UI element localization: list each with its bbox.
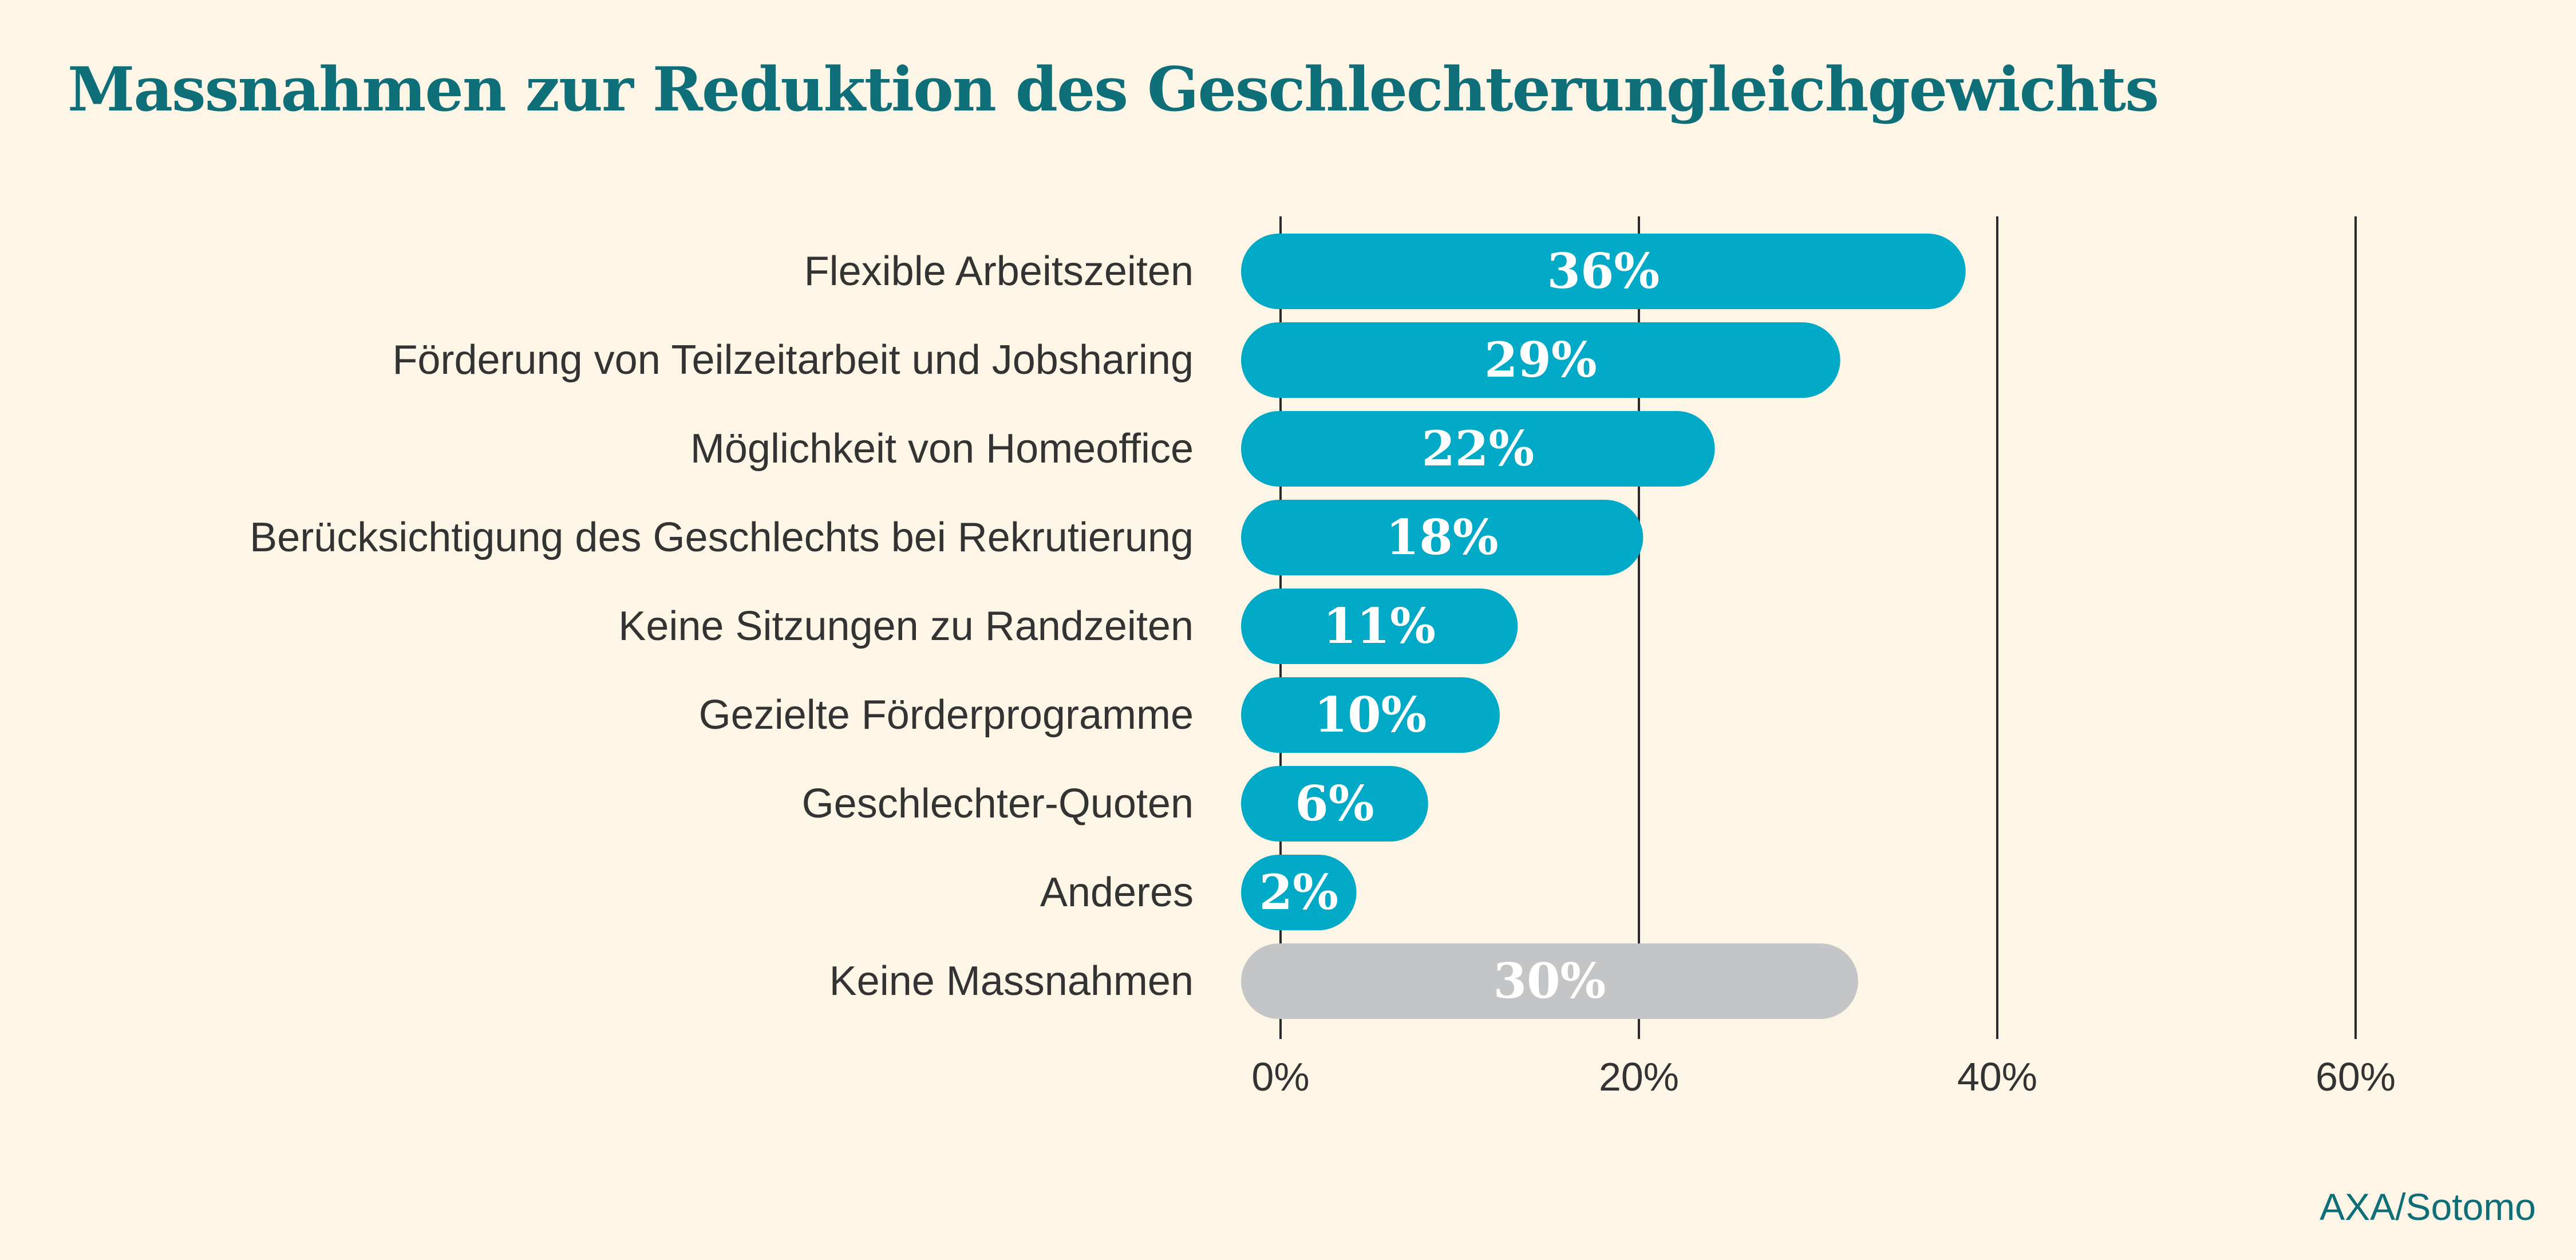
category-labels: Flexible Arbeitszeiten Förderung von Teil…: [250, 248, 1194, 1004]
bar-value-label: 29%: [1484, 331, 1597, 388]
x-tick-label: 60%: [2316, 1054, 2396, 1099]
x-tick-label: 0%: [1251, 1054, 1309, 1099]
bar: [1241, 411, 1715, 487]
x-tick-label: 20%: [1599, 1054, 1679, 1099]
bar-value-label: 22%: [1421, 420, 1534, 477]
x-tick-label: 40%: [1957, 1054, 2037, 1099]
source-credit: AXA/Sotomo: [2320, 1186, 2536, 1228]
bar-value-label: 2%: [1259, 864, 1338, 921]
bar-value-label: 36%: [1547, 243, 1660, 299]
bar: [1241, 500, 1643, 575]
bar: [1241, 234, 1966, 309]
bar-value-label: 10%: [1314, 686, 1427, 743]
category-label: Geschlechter-Quoten: [802, 781, 1194, 827]
category-label: Förderung von Teilzeitarbeit und Jobshar…: [392, 337, 1194, 383]
category-label: Berücksichtigung des Geschlechts bei Rek…: [250, 515, 1194, 560]
category-label: Gezielte Förderprogramme: [699, 692, 1194, 738]
category-label: Anderes: [1040, 870, 1194, 915]
category-label: Flexible Arbeitszeiten: [804, 248, 1194, 294]
bar: [1241, 766, 1428, 842]
category-label: Möglichkeit von Homeoffice: [690, 426, 1194, 472]
chart-title: Massnahmen zur Reduktion des Geschlechte…: [68, 53, 2159, 125]
category-label: Keine Massnahmen: [829, 958, 1194, 1004]
category-label: Keine Sitzungen zu Randzeiten: [618, 603, 1194, 649]
bar: [1241, 322, 1840, 398]
bar: [1241, 588, 1518, 664]
bar-value-label: 6%: [1295, 775, 1374, 832]
bars: 36% 29% 22% 18% 11% 10% 6% 2% 30%: [1241, 234, 1966, 1019]
bar: [1241, 677, 1500, 753]
bar: [1241, 855, 1357, 930]
x-axis-ticks: 0% 20% 40% 60%: [1251, 1054, 2396, 1099]
bar: [1241, 943, 1858, 1019]
bar-value-label: 30%: [1494, 953, 1606, 1009]
bar-value-label: 18%: [1386, 509, 1499, 566]
bar-value-label: 11%: [1323, 598, 1436, 654]
